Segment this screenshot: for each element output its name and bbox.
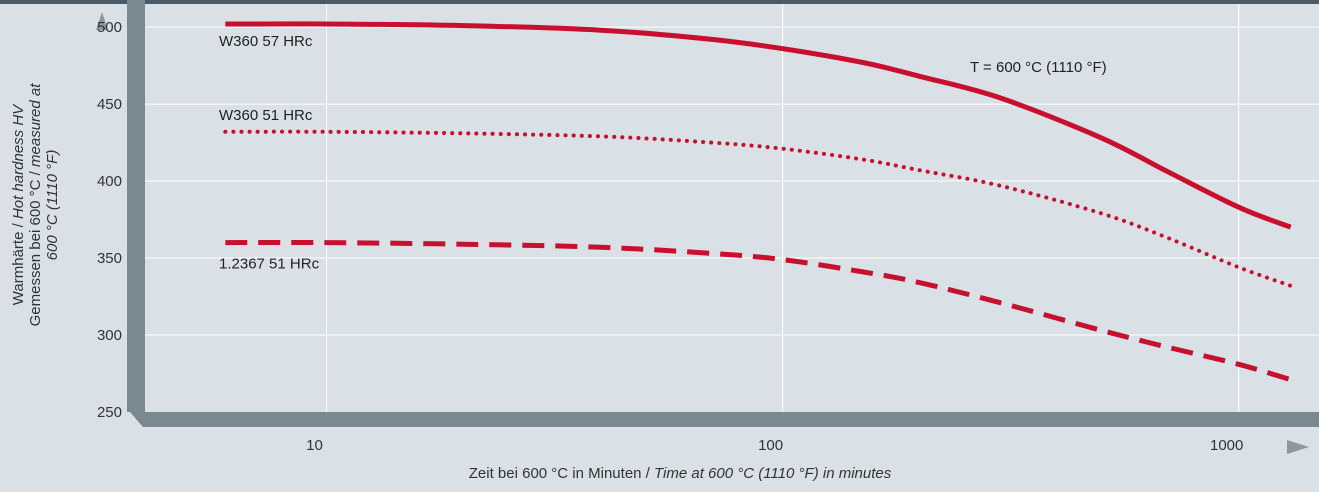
y-tick-label: 350: [97, 250, 122, 267]
y-tick-labels: 250 300 350 400 450 500: [97, 19, 122, 421]
series-label: W360 51 HRc: [219, 107, 313, 124]
y-axis-title-line3: 600 °C (1110 °F): [44, 150, 61, 261]
series-label: 1.2367 51 HRc: [219, 256, 320, 273]
y-tick-label: 400: [97, 173, 122, 190]
y-axis-arrow-icon: [96, 12, 108, 30]
grid: [127, 4, 1319, 412]
x-tick-label: 10: [306, 437, 323, 454]
series-label: W360 57 HRc: [219, 33, 313, 50]
y-tick-label: 300: [97, 327, 122, 344]
y-tick-label: 500: [97, 19, 122, 36]
axes-frame: [0, 0, 1319, 454]
series-line-dotted: [223, 129, 1293, 288]
y-axis-bar: [127, 0, 145, 412]
y-tick-label: 450: [97, 96, 122, 113]
series-labels: W360 57 HRc W360 51 HRc 1.2367 51 HRc: [219, 33, 320, 273]
temperature-annotation: T = 600 °C (1110 °F): [970, 59, 1107, 76]
x-tick-label: 1000: [1210, 437, 1243, 454]
y-tick-label: 250: [97, 404, 122, 421]
y-axis-title-line1: Warmhärte / Hot hardness HV: [10, 103, 27, 305]
series-lines: [223, 21, 1293, 383]
series-line-dashed: [225, 240, 1292, 383]
x-axis-bar: [130, 412, 1319, 427]
x-tick-label: 100: [758, 437, 783, 454]
y-axis-title: Warmhärte / Hot hardness HV Gemessen bei…: [10, 83, 61, 327]
x-axis-title: Zeit bei 600 °C in Minuten / Time at 600…: [469, 465, 892, 482]
top-border: [0, 0, 1319, 4]
x-tick-labels: 10 100 1000: [306, 437, 1243, 454]
y-axis-title-line2: Gemessen bei 600 °C / measured at: [27, 83, 44, 327]
x-axis-arrow-icon: [1287, 440, 1309, 454]
series-line-solid: [225, 21, 1292, 230]
